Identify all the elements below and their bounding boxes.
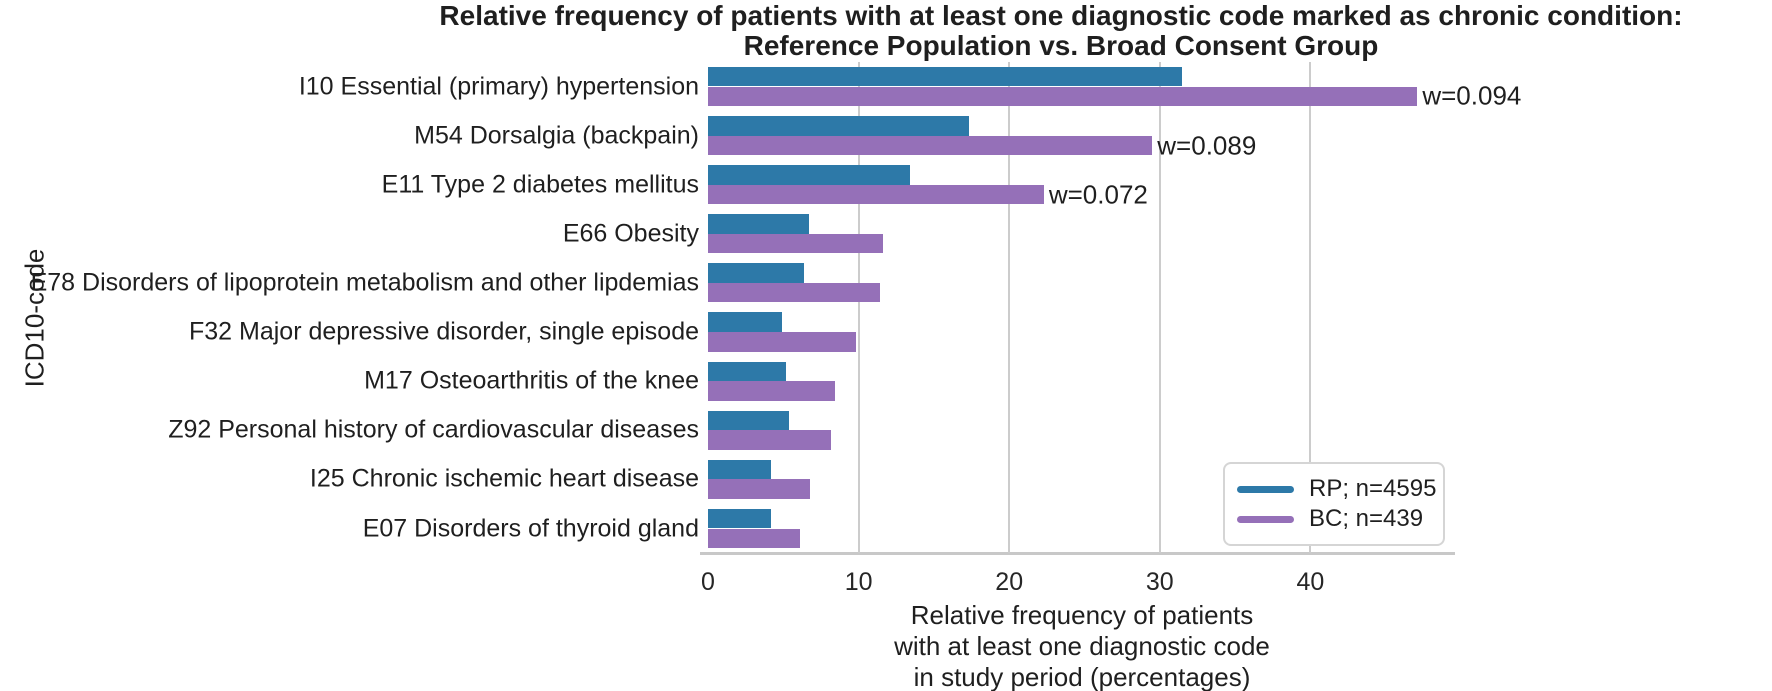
bar-bc xyxy=(708,332,856,352)
bar-bc xyxy=(708,86,1418,107)
category-label: M54 Dorsalgia (backpain) xyxy=(414,121,699,150)
bar-rp xyxy=(708,459,772,480)
category-label: E11 Type 2 diabetes mellitus xyxy=(381,170,699,199)
legend-item: RP; n=4595 xyxy=(1237,474,1436,504)
legend-line-swatch xyxy=(1237,515,1294,523)
bar-rp xyxy=(708,508,772,529)
bar-rp xyxy=(708,410,790,431)
grid-line xyxy=(1158,62,1161,553)
category-label: I10 Essential (primary) hypertension xyxy=(298,72,699,101)
bar-bc xyxy=(708,479,811,499)
chart-title-line1: Relative frequency of patients with at l… xyxy=(439,0,1683,31)
x-tick-label: 0 xyxy=(701,568,715,596)
legend: RP; n=4595 BC; n=439 xyxy=(1223,462,1445,546)
bar-bc xyxy=(708,381,835,401)
plot-area: w=0.094 w=0.089 w=0.072 xyxy=(700,62,1521,555)
chart-title: Relative frequency of patients with at l… xyxy=(350,1,1772,61)
weight-annotation: w=0.072 xyxy=(1048,179,1148,210)
bar-rp xyxy=(708,66,1183,87)
bar-bc xyxy=(708,233,883,254)
grid-line xyxy=(1008,62,1011,553)
legend-line-swatch xyxy=(1237,485,1294,493)
bar-rp xyxy=(708,165,910,185)
x-tick-label: 10 xyxy=(844,568,873,596)
weight-annotation: w=0.094 xyxy=(1422,80,1522,111)
x-axis-ticks: 0 10 20 30 40 xyxy=(701,568,1455,600)
category-label: M17 Osteoarthritis of the knee xyxy=(364,366,699,395)
weight-annotation: w=0.089 xyxy=(1157,130,1257,160)
legend-label: RP; n=4595 xyxy=(1309,475,1437,502)
bar-bc xyxy=(708,184,1044,205)
bar-rp xyxy=(708,263,805,283)
category-label: Z92 Personal history of cardiovascular d… xyxy=(168,415,699,444)
x-tick-label: 40 xyxy=(1296,568,1325,596)
x-axis-label-line1: Relative frequency of patients xyxy=(910,600,1254,630)
category-label: E66 Obesity xyxy=(562,219,699,248)
bar-bc xyxy=(708,528,800,549)
grid-line xyxy=(1309,62,1312,553)
grid-line xyxy=(857,62,860,553)
bar-rp xyxy=(708,312,782,332)
x-axis-spine xyxy=(700,552,1455,555)
chart-title-line2: Reference Population vs. Broad Consent G… xyxy=(743,30,1379,61)
bar-rp xyxy=(708,214,809,234)
bar-rp xyxy=(708,361,787,382)
category-labels: I10 Essential (primary) hypertension M54 … xyxy=(0,62,701,553)
x-tick-label: 30 xyxy=(1145,568,1174,596)
legend-item: BC; n=439 xyxy=(1237,504,1431,534)
x-tick-label: 20 xyxy=(995,568,1024,596)
x-axis-label: Relative frequency of patients with at l… xyxy=(782,600,1382,691)
bar-bc xyxy=(708,135,1153,156)
bar-bc xyxy=(708,282,880,303)
category-label: I25 Chronic ischemic heart disease xyxy=(309,464,699,493)
bar-bc xyxy=(708,430,832,450)
x-axis-label-line2: with at least one diagnostic code xyxy=(894,631,1270,661)
x-axis-label-line3: in study period (percentages) xyxy=(913,662,1251,691)
bar-rp xyxy=(708,116,969,136)
category-label: E07 Disorders of thyroid gland xyxy=(362,514,699,542)
legend-label: BC; n=439 xyxy=(1309,505,1424,532)
category-label: E78 Disorders of lipoprotein metabolism … xyxy=(30,268,699,297)
category-label: F32 Major depressive disorder, single ep… xyxy=(189,317,699,346)
